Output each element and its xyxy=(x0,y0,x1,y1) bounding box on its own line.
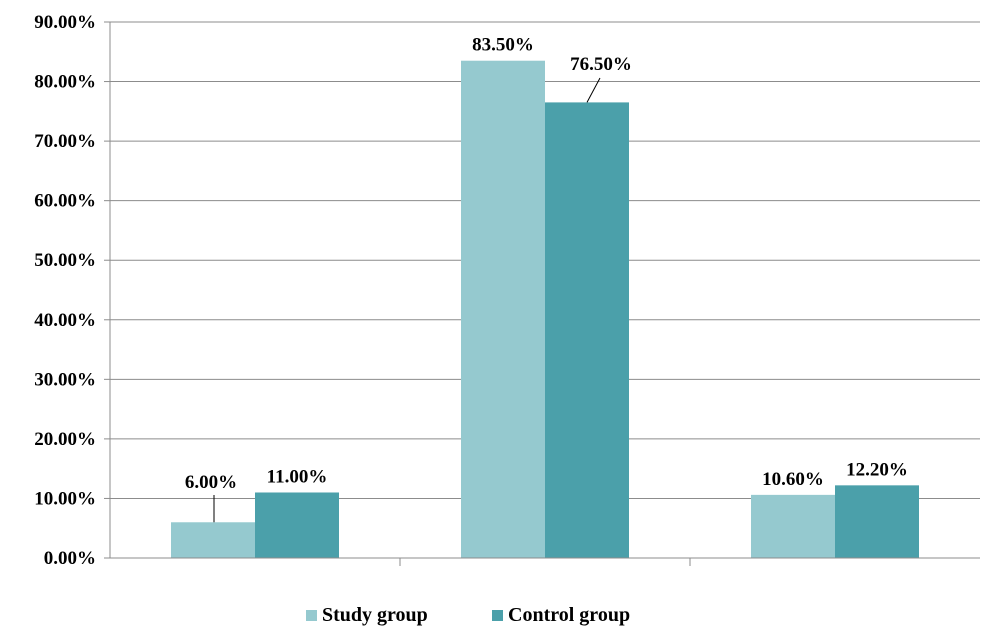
y-tick-label: 20.00% xyxy=(34,429,96,450)
y-tick-label: 30.00% xyxy=(34,369,96,390)
bar xyxy=(545,102,629,559)
legend-label: Control group xyxy=(508,604,630,626)
data-label: 76.50% xyxy=(570,54,632,75)
y-tick-label: 60.00% xyxy=(34,191,96,212)
legend-swatch xyxy=(492,610,503,621)
data-label: 6.00% xyxy=(185,472,237,493)
data-label: 83.50% xyxy=(472,35,534,56)
legend-swatch xyxy=(306,610,317,621)
leader-line xyxy=(586,77,601,103)
y-tick-label: 0.00% xyxy=(44,548,96,569)
axes xyxy=(104,21,980,566)
data-label: 10.60% xyxy=(762,469,824,490)
y-tick-label: 40.00% xyxy=(34,310,96,331)
legend: Study group Control group xyxy=(306,604,630,626)
y-tick-labels: 0.00% 10.00% 20.00% 30.00% 40.00% 50.00% 60.00… xyxy=(34,12,96,569)
data-label: 12.20% xyxy=(846,459,908,480)
data-labels: 6.00% 83.50% 10.60% 11.00% 76.50% 12.20% xyxy=(185,35,908,523)
bar xyxy=(461,60,545,558)
y-tick-label: 80.00% xyxy=(34,72,96,93)
legend-label: Study group xyxy=(322,604,428,626)
bar xyxy=(835,485,919,558)
y-tick-label: 10.00% xyxy=(34,488,96,509)
y-tick-label: 90.00% xyxy=(34,12,96,33)
bar xyxy=(255,492,339,558)
data-label: 11.00% xyxy=(267,466,328,487)
bar xyxy=(171,522,255,558)
y-tick-label: 50.00% xyxy=(34,250,96,271)
bars xyxy=(171,60,919,559)
y-tick-label: 70.00% xyxy=(34,131,96,152)
bar xyxy=(751,494,835,558)
